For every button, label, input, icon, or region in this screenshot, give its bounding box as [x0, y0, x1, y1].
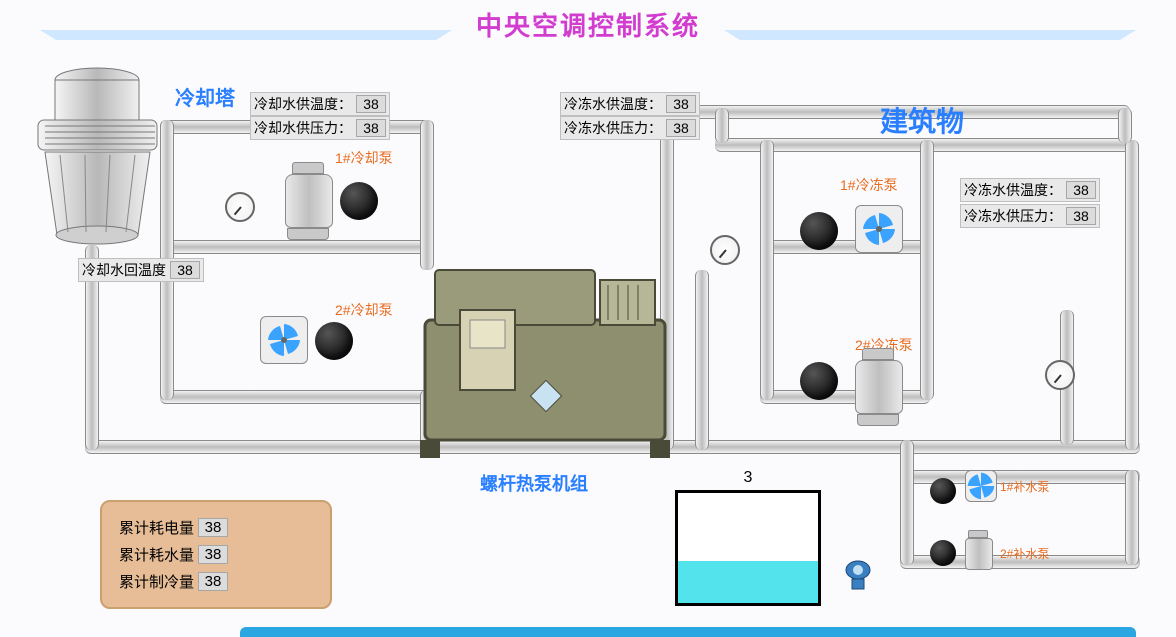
cooling-tower-label: 冷却塔	[175, 82, 235, 111]
meas-chill-supply-temp2: 冷冻水供温度： 38	[960, 178, 1100, 202]
meas-label: 冷却水回温度	[82, 260, 166, 280]
page-title: 中央空调控制系统	[0, 6, 1176, 43]
pipe	[760, 390, 930, 404]
makeup-pump2-icon	[965, 530, 991, 570]
meas-chill-supply-press: 冷冻水供压力： 38	[560, 116, 700, 140]
valve-knob-icon	[930, 478, 956, 504]
hvac-diagram: 中央空调控制系统	[0, 0, 1176, 637]
flowmeter-icon	[840, 560, 876, 590]
pipe	[160, 390, 430, 404]
cooling-tower-icon	[30, 60, 165, 245]
stats-panel: 累计耗电量 38 累计耗水量 38 累计制冷量 38	[100, 500, 332, 609]
stat-value: 38	[198, 572, 228, 591]
pipe	[1125, 140, 1139, 450]
chiller-label: 螺杆热泵机组	[480, 470, 588, 496]
tank-water-level	[678, 561, 818, 603]
meas-value: 38	[666, 119, 696, 137]
building-label: 建筑物	[880, 100, 964, 140]
bottom-bar	[240, 627, 1136, 637]
meas-value: 38	[1066, 181, 1096, 199]
fan-icon	[855, 205, 903, 253]
cooling-pump1-label: 1#冷却泵	[335, 148, 393, 168]
pipe	[760, 240, 930, 254]
building-post	[715, 108, 729, 143]
meas-value: 38	[170, 261, 200, 279]
stat-power: 累计耗电量 38	[116, 516, 316, 539]
chilled-pump1-label: 1#冷冻泵	[840, 175, 898, 195]
meas-cool-return-temp: 冷却水回温度 38	[78, 258, 204, 282]
meas-value: 38	[356, 119, 386, 137]
pipe	[160, 240, 430, 254]
pipe	[695, 270, 709, 450]
stat-label: 累计耗水量	[119, 544, 194, 565]
water-tank-icon: 3	[675, 490, 821, 606]
cooling-pump1-icon	[285, 162, 331, 232]
valve-knob-icon	[800, 212, 838, 250]
meas-chill-supply-temp: 冷冻水供温度： 38	[560, 92, 700, 116]
chilled-pump2-icon	[855, 348, 901, 418]
meas-label: 冷却水供温度：	[254, 94, 352, 114]
meas-value: 38	[356, 95, 386, 113]
meas-cool-supply-press: 冷却水供压力： 38	[250, 116, 390, 140]
gauge-icon	[710, 235, 740, 265]
stat-value: 38	[198, 518, 228, 537]
valve-knob-icon	[930, 540, 956, 566]
gauge-icon	[1045, 360, 1075, 390]
meas-label: 冷冻水供温度：	[564, 94, 662, 114]
meas-label: 冷却水供压力：	[254, 118, 352, 138]
meas-chill-supply-press2: 冷冻水供压力： 38	[960, 204, 1100, 228]
valve-knob-icon	[800, 362, 838, 400]
pipe	[420, 120, 434, 270]
meas-cool-supply-temp: 冷却水供温度： 38	[250, 92, 390, 116]
meas-label: 冷冻水供压力：	[964, 206, 1062, 226]
valve-knob-icon	[340, 182, 378, 220]
stat-water: 累计耗水量 38	[116, 543, 316, 566]
cooling-pump2-label: 2#冷却泵	[335, 300, 393, 320]
pipe	[1125, 470, 1139, 565]
stat-label: 累计制冷量	[119, 571, 194, 592]
makeup-pump2-label: 2#补水泵	[1000, 545, 1049, 562]
pipe	[900, 440, 914, 565]
fan-icon	[260, 316, 308, 364]
stat-cold: 累计制冷量 38	[116, 570, 316, 593]
meas-label: 冷冻水供温度：	[964, 180, 1062, 200]
pipe	[920, 140, 934, 400]
building-post	[1118, 108, 1132, 143]
gauge-icon	[225, 192, 255, 222]
makeup-pump1-label: 1#补水泵	[1000, 478, 1049, 495]
stat-label: 累计耗电量	[119, 517, 194, 538]
chiller-unit-icon	[420, 260, 670, 460]
tank-label: 3	[744, 469, 753, 487]
meas-label: 冷冻水供压力：	[564, 118, 662, 138]
pipe	[760, 140, 774, 400]
fan-icon	[965, 470, 997, 502]
meas-value: 38	[666, 95, 696, 113]
valve-knob-icon	[315, 322, 353, 360]
meas-value: 38	[1066, 207, 1096, 225]
stat-value: 38	[198, 545, 228, 564]
